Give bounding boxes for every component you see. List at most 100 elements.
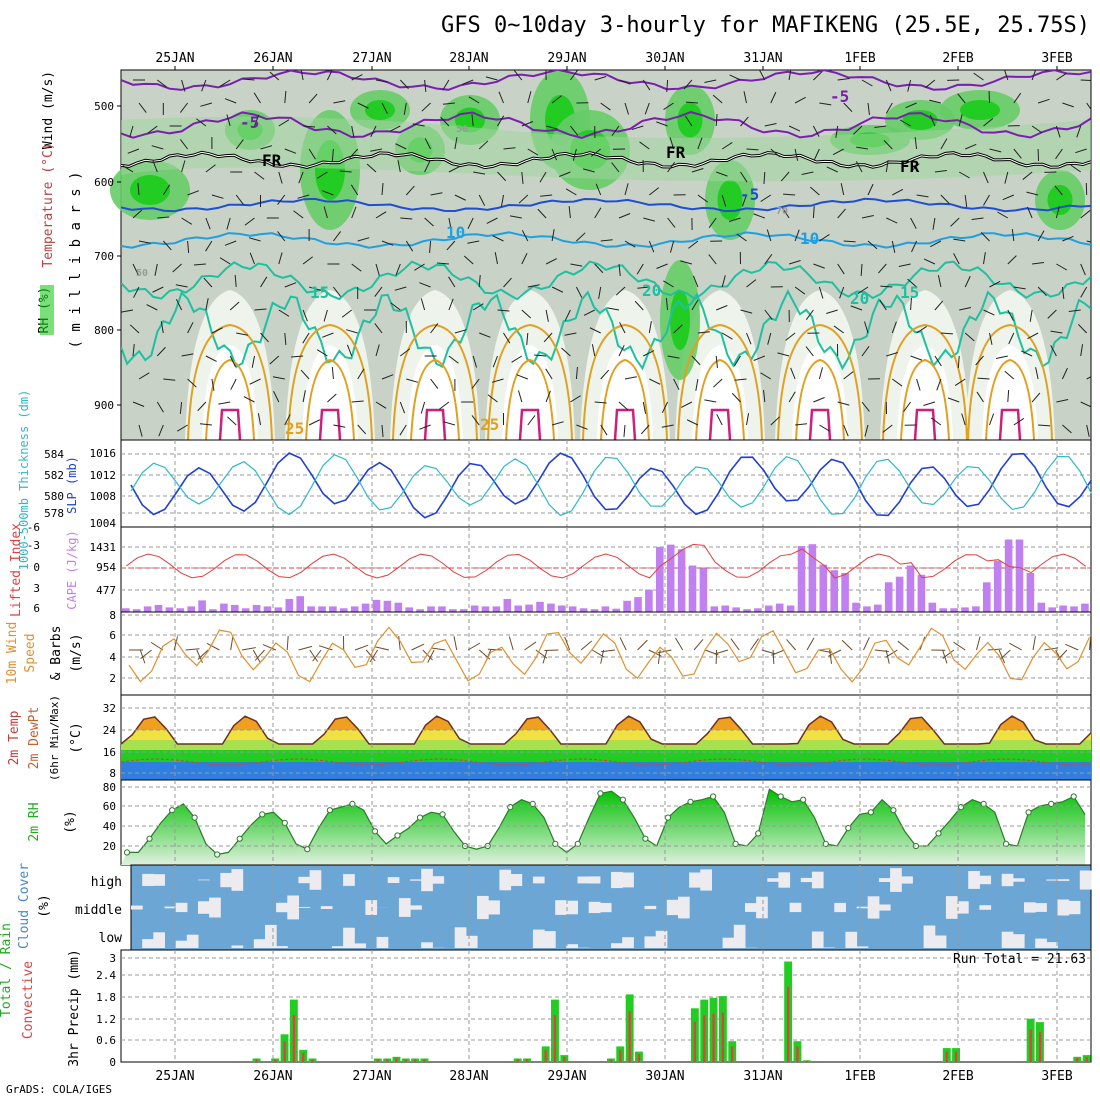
cape-bar [983, 582, 991, 612]
rh-point [778, 794, 783, 799]
cloud-block [298, 907, 310, 908]
cloud-block [946, 896, 958, 919]
date-label-bottom: 26JAN [253, 1069, 292, 1084]
rh-point [327, 808, 332, 813]
cape-bar [438, 606, 446, 612]
cloud-block [265, 925, 277, 948]
wind-tick-label: 4 [109, 651, 116, 664]
cape-bar [569, 606, 577, 612]
cape-bar [166, 607, 174, 612]
date-label-bottom: 31JAN [743, 1069, 782, 1084]
cloud-block [343, 874, 355, 886]
rh-point [1071, 794, 1076, 799]
rh-point [620, 797, 625, 802]
cloud-block [153, 874, 165, 886]
cloud-block [778, 872, 790, 887]
dewpt-axis-label: 2m DewPt [27, 707, 42, 770]
cloud-block [566, 901, 578, 915]
cape-bar [602, 606, 610, 612]
cloud-block [656, 931, 668, 948]
contour-label: -5 [830, 87, 849, 106]
pressure-tick-label: 800 [94, 324, 114, 337]
cape-tick-label: 954 [96, 561, 116, 574]
precip-tick-label: 2.4 [96, 969, 116, 982]
contour-label: 25 [285, 419, 304, 438]
cloud-block [979, 905, 991, 910]
cape-bar [896, 577, 904, 612]
cloud-axis-label: Cloud Cover [17, 863, 32, 949]
cloud-block [1069, 901, 1081, 914]
cloud-block [700, 869, 712, 890]
cloud-block [254, 939, 266, 948]
cloud-block [1058, 879, 1070, 881]
precip-convective-bar [255, 1059, 257, 1062]
precip-convective-bar [638, 1054, 640, 1062]
rh-point [282, 820, 287, 825]
rh-very-high-area [365, 100, 395, 120]
rh-point [372, 829, 377, 834]
precip-convective-bar [796, 1046, 798, 1062]
cloud-block [343, 928, 355, 948]
slp-tick-label: 1004 [90, 517, 117, 530]
run-total-label: Run Total = 21.63 [953, 952, 1086, 967]
cape-bar [787, 606, 795, 613]
contour-label: 70 [776, 206, 788, 217]
pressure-tick-label: 900 [94, 399, 114, 412]
cloud-block [499, 870, 511, 891]
cloud-block [198, 880, 210, 881]
cape-bar [776, 604, 784, 612]
rh-point [417, 815, 422, 820]
cloud-block [142, 874, 154, 886]
rh-very-high-area [960, 100, 1000, 120]
precip-convective-bar [414, 1059, 416, 1062]
rh2m-axis-label: 2m RH [27, 802, 42, 841]
cape-bar [296, 596, 304, 612]
cloud-block [365, 900, 377, 915]
cloud-block [131, 906, 143, 910]
rh-very-high-area [678, 103, 703, 138]
cloud-block [432, 876, 444, 884]
contour-label: 50 [136, 268, 148, 279]
precip-convective-bar [563, 1057, 565, 1062]
precip-convective-bar [1076, 1058, 1078, 1062]
precip-units-label: 3hr Precip (mm) [67, 949, 82, 1066]
lifted-index-tick-label: -6 [27, 521, 40, 534]
rh-tick-label: 80 [103, 781, 116, 794]
rh-tick-label: 60 [103, 800, 116, 813]
date-label-bottom: 27JAN [352, 1069, 391, 1084]
precip-tick-label: 3 [109, 952, 116, 965]
temperature-axis-label: Temperature (°C) [41, 142, 56, 267]
cloud-block [187, 935, 199, 948]
cape-axis-label: CAPE (J/kg) [65, 530, 79, 609]
cloud-block [1035, 939, 1047, 948]
rh-point [891, 808, 896, 813]
cloud-block [1046, 880, 1058, 881]
wind-speed-axis-label: Speed [23, 633, 38, 672]
cloud-block [388, 877, 400, 883]
precip-convective-bar [731, 1046, 733, 1062]
cape-bar [558, 606, 566, 613]
cloud-block [957, 901, 969, 913]
cape-bar [765, 606, 773, 613]
date-label-bottom: 25JAN [155, 1069, 194, 1084]
contour-label: 10 [800, 229, 819, 248]
temp-tick-label: 8 [109, 767, 116, 780]
cape-bar [1048, 607, 1056, 612]
precip-convective-bar [1030, 1030, 1032, 1063]
cloud-block [857, 946, 869, 948]
precip-tick-label: 1.2 [96, 1013, 116, 1026]
rh-point [643, 836, 648, 841]
cloud-block [645, 936, 657, 948]
cloud-block [845, 932, 857, 948]
cloud-block [276, 946, 288, 948]
cape-bar [187, 606, 195, 612]
precip-convective-bar [712, 1014, 714, 1062]
cloud-block [589, 876, 601, 883]
cloud-block [645, 906, 657, 909]
precip-convective-bar [274, 1059, 276, 1062]
cloud-block [410, 879, 422, 880]
cape-bar [1005, 540, 1013, 613]
cape-bar [471, 606, 479, 613]
cape-bar [514, 606, 522, 613]
